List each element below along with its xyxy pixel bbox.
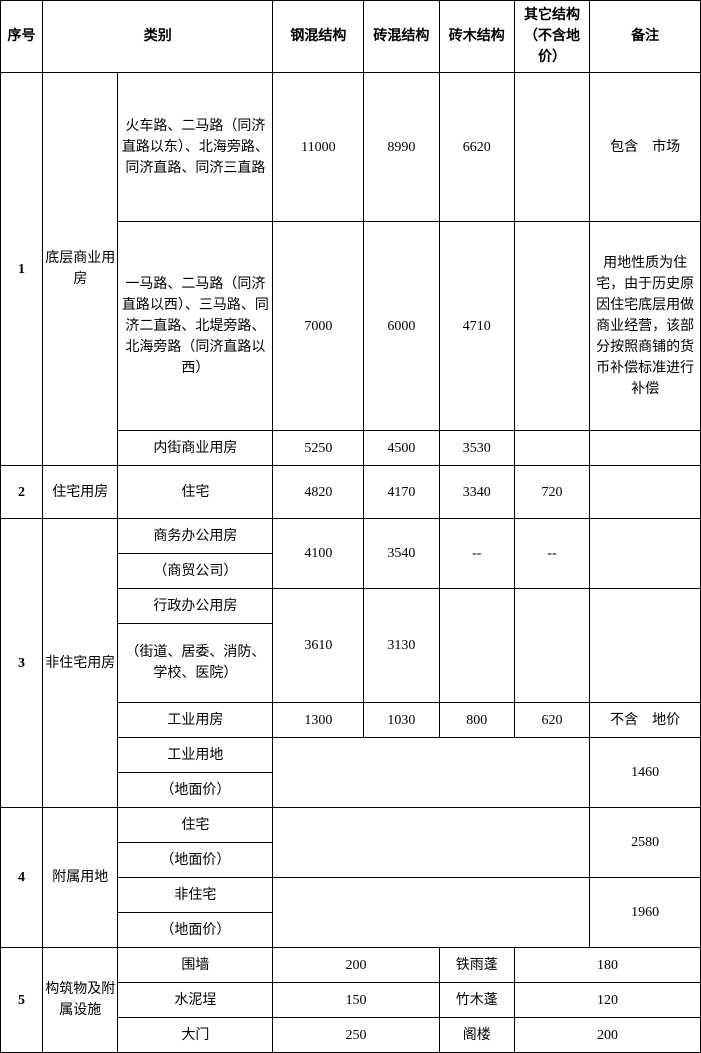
row3-sub1b: （商贸公司） <box>118 554 273 589</box>
cell <box>590 466 701 519</box>
row5-lbl2: 竹木蓬 <box>439 983 514 1018</box>
row5-sub1: 围墙 <box>118 948 273 983</box>
cell: 250 <box>273 1018 439 1053</box>
cell: 3540 <box>364 519 439 589</box>
row5-lbl3: 阁楼 <box>439 1018 514 1053</box>
row2-sub: 住宅 <box>118 466 273 519</box>
cell: -- <box>514 519 589 589</box>
row1-note2: 用地性质为住宅，由于历史原因住宅底层用做商业经营，该部分按照商铺的货币补偿标准进… <box>590 222 701 431</box>
header-note: 备注 <box>590 1 701 73</box>
cell: 不含 地价 <box>590 703 701 738</box>
header-category: 类别 <box>43 1 273 73</box>
row4-category: 附属用地 <box>43 808 118 948</box>
cell <box>439 589 514 703</box>
cell <box>514 73 589 222</box>
row1-sub2: 一马路、二马路（同济直路以西）、三马路、同济二直路、北堤旁路、北海旁路（同济直路… <box>118 222 273 431</box>
row3-sub4b: （地面价） <box>118 773 273 808</box>
cell: -- <box>439 519 514 589</box>
cell <box>273 808 590 878</box>
cell: 4710 <box>439 222 514 431</box>
cell: 1030 <box>364 703 439 738</box>
row4-sub1b: （地面价） <box>118 843 273 878</box>
cell <box>273 738 590 808</box>
row5-sub3: 大门 <box>118 1018 273 1053</box>
row4-sub2b: （地面价） <box>118 913 273 948</box>
cell: 6000 <box>364 222 439 431</box>
cell: 6620 <box>439 73 514 222</box>
cell: 4100 <box>273 519 364 589</box>
row3-sub2b: （街道、居委、消防、学校、医院） <box>118 624 273 703</box>
row5-sub2: 水泥埕 <box>118 983 273 1018</box>
cell: 120 <box>514 983 700 1018</box>
cell: 4820 <box>273 466 364 519</box>
header-col1: 钢混结构 <box>273 1 364 73</box>
cell: 3340 <box>439 466 514 519</box>
cell: 7000 <box>273 222 364 431</box>
row5-lbl1: 铁雨蓬 <box>439 948 514 983</box>
cell <box>590 431 701 466</box>
header-col2: 砖混结构 <box>364 1 439 73</box>
cell: 4500 <box>364 431 439 466</box>
row3-sub1a: 商务办公用房 <box>118 519 273 554</box>
row5-seq: 5 <box>1 948 43 1053</box>
cell <box>590 519 701 589</box>
cell: 800 <box>439 703 514 738</box>
cell: 8990 <box>364 73 439 222</box>
cell: 5250 <box>273 431 364 466</box>
row3-category: 非住宅用房 <box>43 519 118 808</box>
row1-sub1: 火车路、二马路（同济直路以东）、北海旁路、同济直路、同济三直路 <box>118 73 273 222</box>
cell: 11000 <box>273 73 364 222</box>
cell: 4170 <box>364 466 439 519</box>
cell: 200 <box>514 1018 700 1053</box>
row1-sub3: 内街商业用房 <box>118 431 273 466</box>
row4-sub2a: 非住宅 <box>118 878 273 913</box>
cell <box>273 878 590 948</box>
header-col4: 其它结构（不含地价） <box>514 1 589 73</box>
row1-seq: 1 <box>1 73 43 466</box>
row3-sub2a: 行政办公用房 <box>118 589 273 624</box>
row5-category: 构筑物及附属设施 <box>43 948 118 1053</box>
row4-seq: 4 <box>1 808 43 948</box>
row2-category: 住宅用房 <box>43 466 118 519</box>
cell: 1960 <box>590 878 701 948</box>
cell: 1300 <box>273 703 364 738</box>
cell: 620 <box>514 703 589 738</box>
cell <box>590 589 701 703</box>
row2-seq: 2 <box>1 466 43 519</box>
cell: 150 <box>273 983 439 1018</box>
row3-seq: 3 <box>1 519 43 808</box>
cell <box>514 431 589 466</box>
cell: 180 <box>514 948 700 983</box>
row3-sub4a: 工业用地 <box>118 738 273 773</box>
compensation-table: 序号 类别 钢混结构 砖混结构 砖木结构 其它结构（不含地价） 备注 1 底层商… <box>0 0 701 1053</box>
row1-category: 底层商业用房 <box>43 73 118 466</box>
cell <box>514 589 589 703</box>
cell <box>514 222 589 431</box>
cell: 1460 <box>590 738 701 808</box>
cell: 3130 <box>364 589 439 703</box>
cell: 2580 <box>590 808 701 878</box>
header-seq: 序号 <box>1 1 43 73</box>
cell: 720 <box>514 466 589 519</box>
header-col3: 砖木结构 <box>439 1 514 73</box>
row3-sub3: 工业用房 <box>118 703 273 738</box>
cell: 3530 <box>439 431 514 466</box>
row4-sub1a: 住宅 <box>118 808 273 843</box>
cell: 200 <box>273 948 439 983</box>
row1-note1: 包含 市场 <box>590 73 701 222</box>
cell: 3610 <box>273 589 364 703</box>
